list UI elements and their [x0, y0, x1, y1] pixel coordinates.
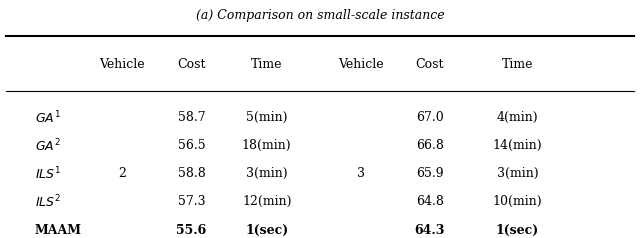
Text: MAAM: MAAM: [35, 224, 82, 237]
Text: 67.0: 67.0: [416, 111, 444, 124]
Text: $GA^1$: $GA^1$: [35, 109, 60, 126]
Text: 1(sec): 1(sec): [245, 224, 288, 237]
Text: 5(min): 5(min): [246, 111, 287, 124]
Text: $ILS^2$: $ILS^2$: [35, 193, 61, 210]
Text: 64.8: 64.8: [416, 195, 444, 208]
Text: 3: 3: [356, 167, 365, 180]
Text: 58.8: 58.8: [177, 167, 205, 180]
Text: 64.3: 64.3: [415, 224, 445, 237]
Text: $GA^2$: $GA^2$: [35, 138, 60, 154]
Text: 10(min): 10(min): [493, 195, 542, 208]
Text: Vehicle: Vehicle: [100, 58, 145, 71]
Text: Cost: Cost: [177, 58, 205, 71]
Text: (a) Comparison on small-scale instance: (a) Comparison on small-scale instance: [196, 9, 444, 22]
Text: Time: Time: [502, 58, 533, 71]
Text: 1(sec): 1(sec): [496, 224, 539, 237]
Text: 4(min): 4(min): [497, 111, 538, 124]
Text: 58.7: 58.7: [178, 111, 205, 124]
Text: 2: 2: [118, 167, 126, 180]
Text: 57.3: 57.3: [178, 195, 205, 208]
Text: 66.8: 66.8: [416, 139, 444, 152]
Text: Cost: Cost: [415, 58, 444, 71]
Text: 56.5: 56.5: [178, 139, 205, 152]
Text: Time: Time: [251, 58, 282, 71]
Text: 18(min): 18(min): [242, 139, 291, 152]
Text: Vehicle: Vehicle: [338, 58, 383, 71]
Text: 3(min): 3(min): [497, 167, 538, 180]
Text: 14(min): 14(min): [493, 139, 542, 152]
Text: $ILS^1$: $ILS^1$: [35, 165, 61, 182]
Text: 12(min): 12(min): [242, 195, 291, 208]
Text: 55.6: 55.6: [176, 224, 207, 237]
Text: 65.9: 65.9: [416, 167, 444, 180]
Text: 3(min): 3(min): [246, 167, 287, 180]
